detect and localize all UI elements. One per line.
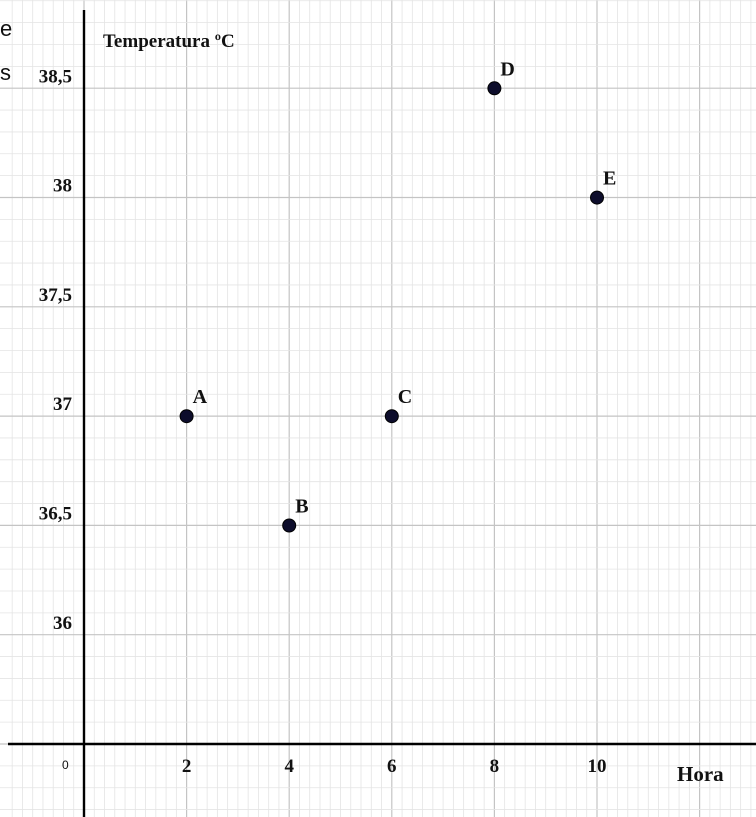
- point-label-e: E: [603, 168, 616, 190]
- point-label-d: D: [500, 58, 514, 80]
- x-tick-label: 2: [182, 756, 192, 777]
- y-tick-label: 37,5: [39, 285, 72, 306]
- point-label-b: B: [295, 496, 308, 518]
- point-label-c: C: [398, 386, 412, 408]
- tick-labels: 2 4 6 8 10 36 36,5 37 37,5 38 38,5: [39, 66, 607, 777]
- x-tick-label: 10: [588, 756, 607, 777]
- x-tick-label: 4: [284, 756, 294, 777]
- x-axis-label: Hora: [677, 762, 724, 786]
- data-point-e: [590, 190, 604, 205]
- y-tick-label: 36,5: [39, 504, 72, 525]
- origin-label: 0: [62, 758, 69, 772]
- y-axis-label: Temperatura ºC: [103, 31, 235, 52]
- data-point-d: [487, 81, 502, 96]
- data-points: A B C D E: [179, 58, 616, 533]
- clipped-text-1: e: [0, 16, 12, 41]
- data-point-b: [282, 518, 297, 533]
- data-point-c: [384, 409, 399, 424]
- y-tick-label: 38: [53, 176, 72, 197]
- point-label-a: A: [193, 386, 208, 408]
- axes: [8, 10, 756, 817]
- x-tick-label: 8: [490, 756, 500, 777]
- labels: Temperatura ºC Hora 0 e s: [0, 16, 724, 786]
- x-tick-label: 6: [387, 756, 397, 777]
- data-point-a: [179, 409, 194, 424]
- y-tick-label: 38,5: [39, 66, 72, 87]
- clipped-text-2: s: [0, 60, 11, 85]
- y-tick-label: 37: [53, 394, 73, 415]
- y-tick-label: 36: [53, 613, 72, 634]
